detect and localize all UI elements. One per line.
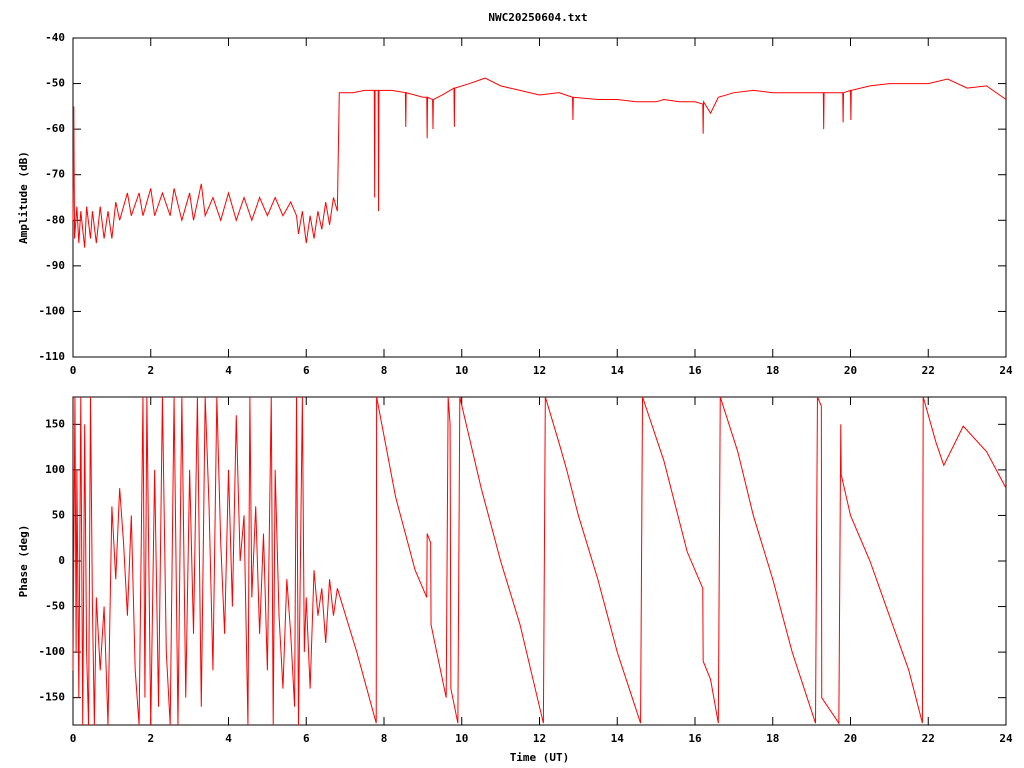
x-tick-label: 20 <box>844 364 857 377</box>
x-tick-label: 0 <box>70 364 77 377</box>
x-axis-label: Time (UT) <box>510 751 570 764</box>
x-tick-label: 22 <box>922 364 935 377</box>
x-tick-label: 6 <box>303 364 310 377</box>
y-tick-label: 150 <box>45 417 65 430</box>
y-tick-label: 0 <box>58 554 65 567</box>
x-tick-label: 2 <box>147 732 154 745</box>
y-tick-label: -40 <box>45 31 65 44</box>
y-tick-label: 50 <box>52 508 65 521</box>
x-tick-label: 8 <box>381 732 388 745</box>
x-tick-label: 0 <box>70 732 77 745</box>
y-tick-label: -150 <box>39 691 66 704</box>
y-tick-label: -110 <box>39 350 66 363</box>
x-tick-label: 14 <box>611 732 625 745</box>
x-tick-label: 4 <box>225 364 232 377</box>
y-axis-label: Amplitude (dB) <box>17 151 30 244</box>
y-axis-label: Phase (deg) <box>17 525 30 598</box>
x-tick-label: 18 <box>766 364 779 377</box>
x-tick-label: 8 <box>381 364 388 377</box>
plot-frame <box>72 396 1007 726</box>
x-tick-label: 24 <box>999 364 1013 377</box>
y-tick-label: -60 <box>45 122 65 135</box>
x-tick-label: 10 <box>455 364 468 377</box>
x-tick-label: 22 <box>922 732 935 745</box>
y-tick-label: -90 <box>45 259 65 272</box>
y-tick-label: -100 <box>39 645 66 658</box>
x-tick-label: 14 <box>611 364 625 377</box>
x-tick-label: 12 <box>533 732 546 745</box>
x-tick-label: 4 <box>225 732 232 745</box>
data-line <box>72 77 1007 248</box>
y-tick-label: -100 <box>39 304 66 317</box>
y-tick-label: -50 <box>45 77 65 90</box>
chart-title: NWC20250604.txt <box>488 11 587 24</box>
data-line <box>72 396 1007 726</box>
x-tick-label: 6 <box>303 732 310 745</box>
x-tick-label: 12 <box>533 364 546 377</box>
x-tick-label: 10 <box>455 732 468 745</box>
x-tick-label: 24 <box>999 732 1013 745</box>
x-tick-label: 16 <box>688 364 702 377</box>
y-tick-label: -70 <box>45 168 65 181</box>
x-tick-label: 18 <box>766 732 779 745</box>
y-tick-label: -80 <box>45 213 65 226</box>
x-tick-label: 16 <box>688 732 702 745</box>
x-tick-label: 20 <box>844 732 857 745</box>
y-tick-label: -50 <box>45 600 65 613</box>
x-tick-label: 2 <box>147 364 154 377</box>
y-tick-label: 100 <box>45 463 65 476</box>
